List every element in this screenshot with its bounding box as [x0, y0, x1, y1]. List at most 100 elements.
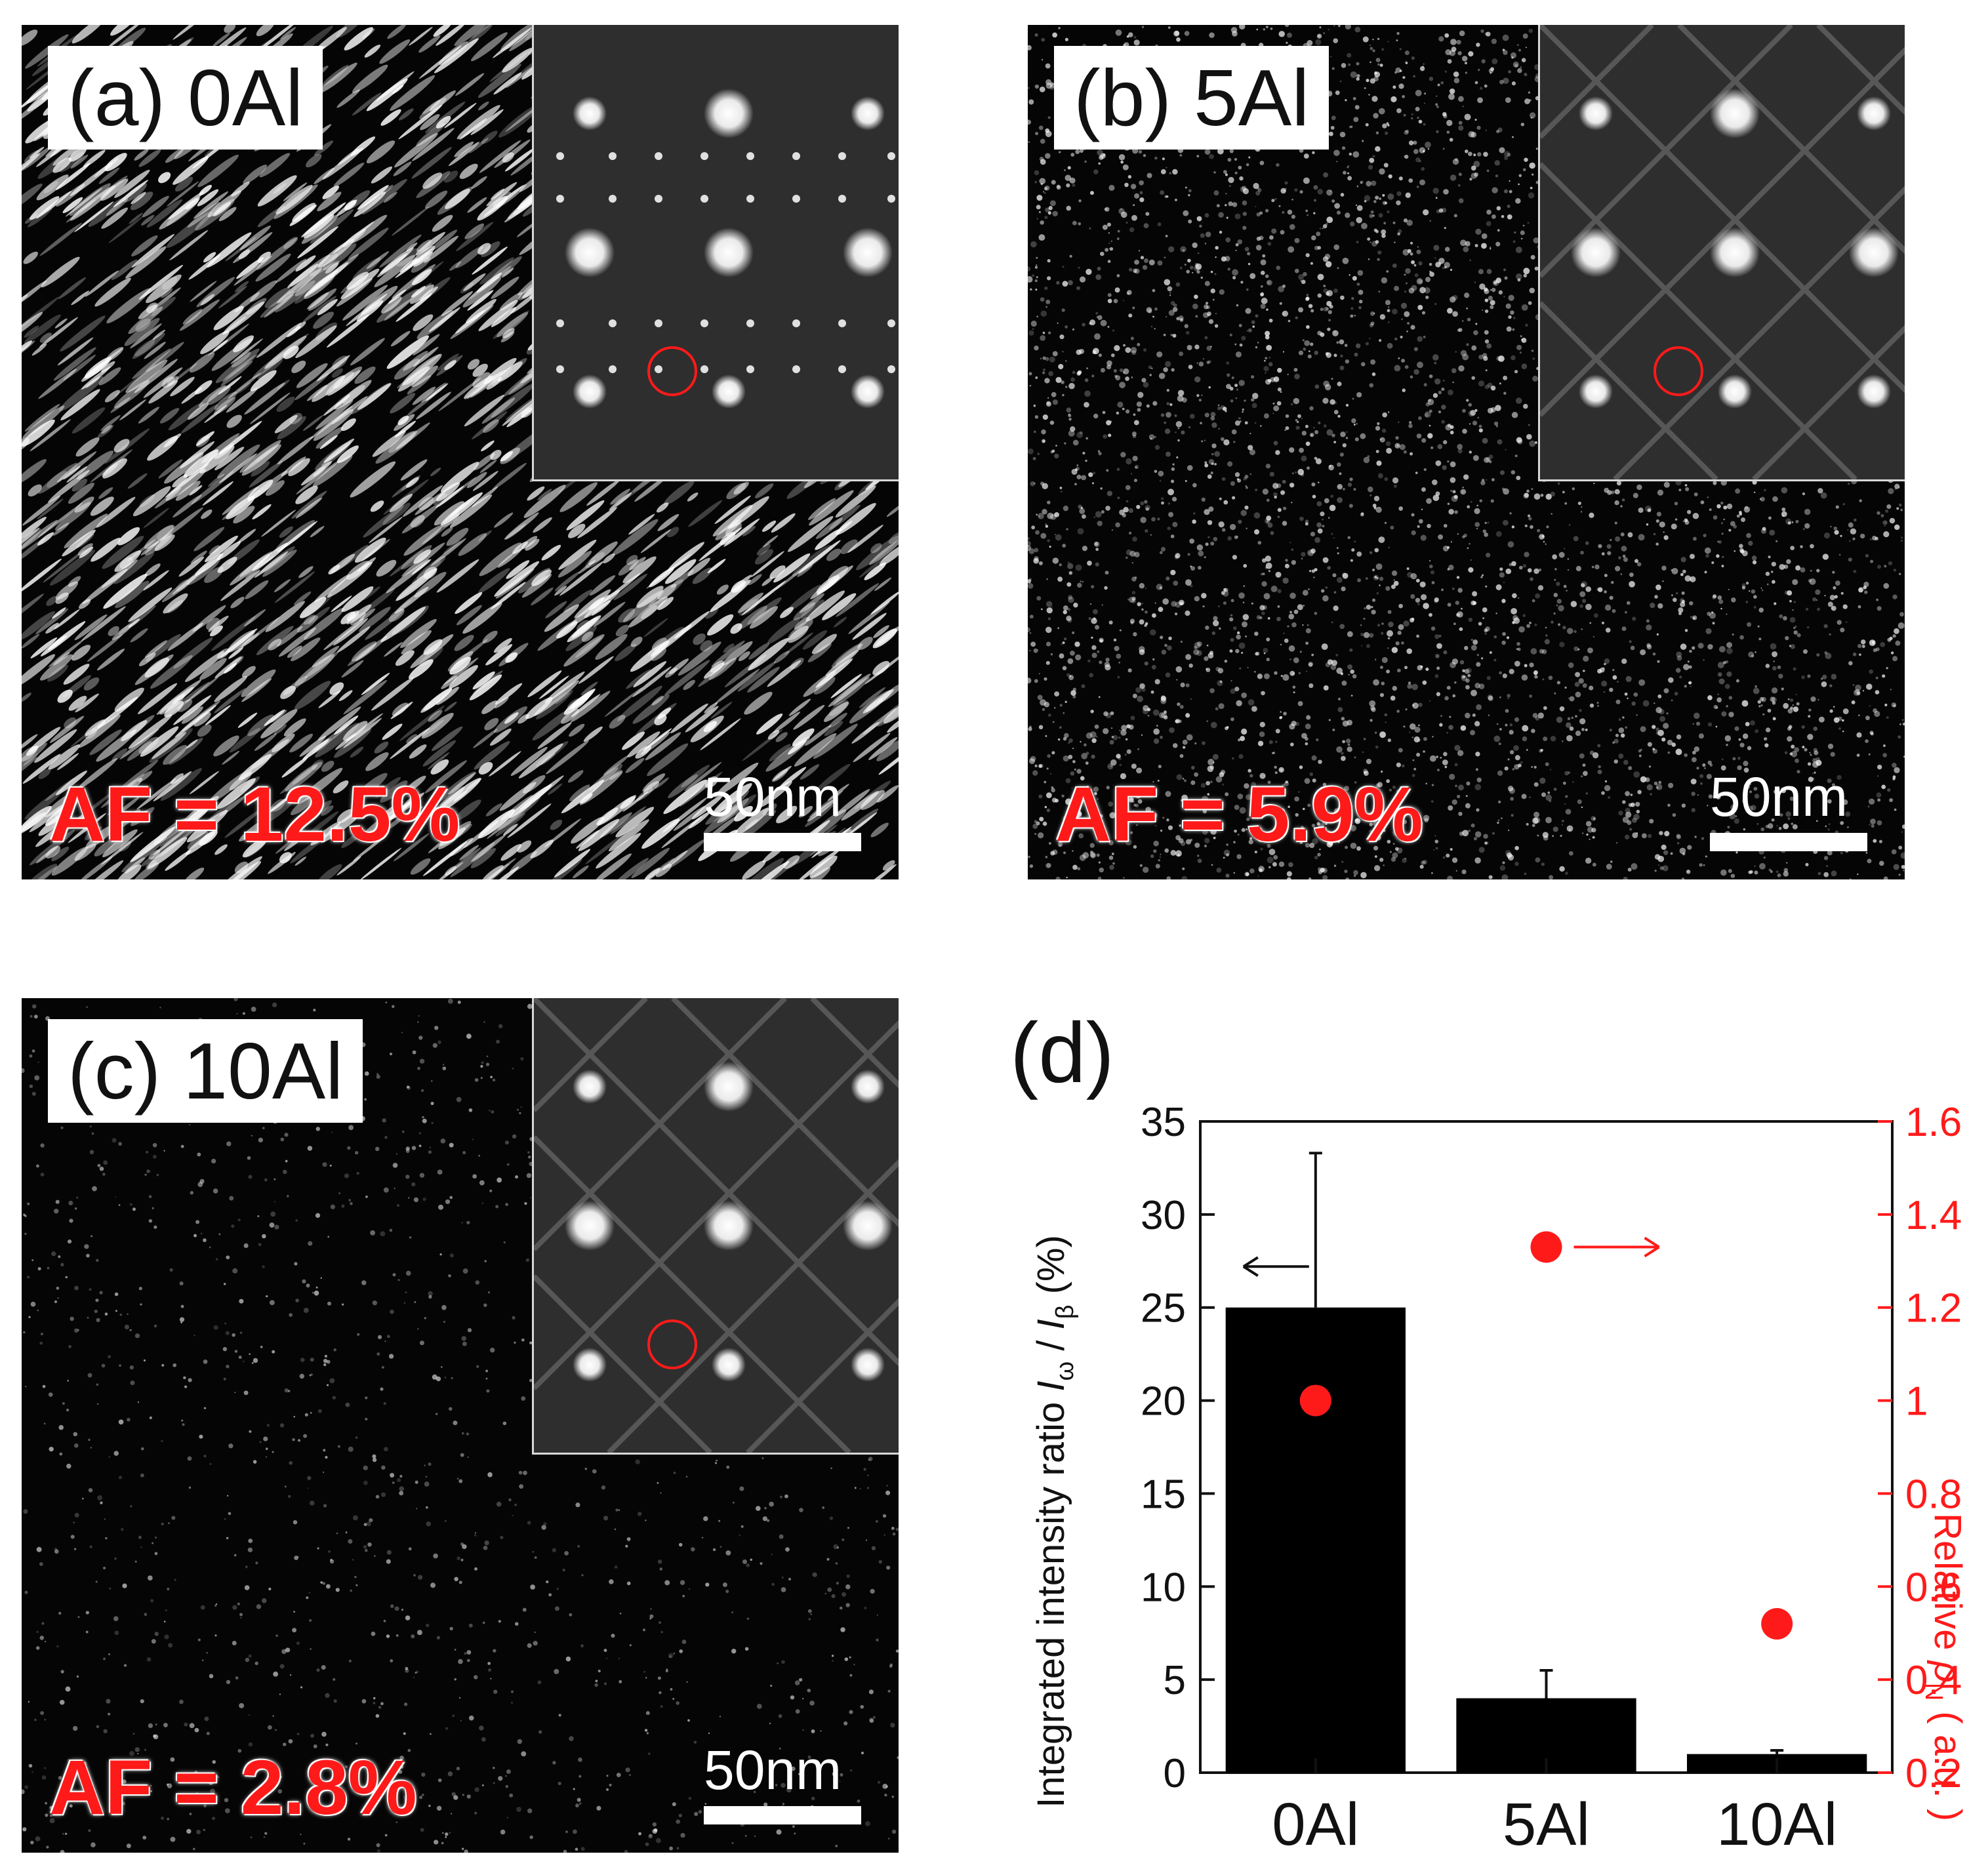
speckle [1585, 541, 1589, 545]
speckle [208, 323, 249, 356]
speckle [1257, 540, 1262, 545]
speckle [1356, 205, 1363, 211]
speckle [138, 653, 156, 666]
speckle [615, 643, 637, 662]
speckle [1118, 154, 1126, 161]
speckle [707, 614, 734, 636]
speckle [1065, 386, 1068, 388]
speckle [711, 640, 745, 667]
speckle [114, 550, 142, 572]
speckle [608, 819, 649, 852]
speckle [1130, 336, 1135, 340]
speckle [493, 637, 512, 653]
speckle [1325, 586, 1328, 589]
speckle [1259, 731, 1265, 737]
speckle [288, 458, 310, 477]
speckle [257, 175, 297, 207]
speckle [1379, 314, 1386, 320]
speckle [756, 714, 783, 735]
speckle [1140, 501, 1145, 506]
speckle [125, 246, 167, 279]
speckle [155, 487, 181, 509]
speckle [321, 805, 334, 816]
speckle [1436, 643, 1442, 649]
speckle [1339, 80, 1342, 83]
speckle [1419, 864, 1424, 869]
speckle [1033, 648, 1038, 653]
speckle [765, 736, 811, 772]
speckle [1752, 560, 1757, 565]
speckle [450, 305, 494, 339]
speckle [1434, 839, 1439, 843]
speckle [1151, 325, 1153, 328]
speckle [859, 555, 887, 578]
speckle [224, 25, 236, 33]
speckle [1035, 289, 1038, 291]
speckle [505, 523, 526, 540]
speckle [256, 322, 302, 358]
speckle [852, 613, 887, 640]
speckle [1726, 647, 1733, 655]
speckle [1764, 489, 1766, 492]
speckle [1212, 620, 1219, 626]
speckle [436, 687, 460, 705]
speckle [1880, 514, 1884, 517]
speckle [355, 773, 388, 799]
speckle [1620, 532, 1625, 536]
omega-spot [792, 195, 800, 203]
speckle [1848, 540, 1851, 542]
speckle [1046, 767, 1049, 770]
speckle [1723, 505, 1728, 510]
speckle [295, 255, 316, 272]
speckle [1322, 525, 1325, 528]
speckle [71, 479, 88, 492]
speckle [361, 672, 390, 695]
speckle [815, 763, 851, 792]
speckle [1528, 28, 1533, 33]
speckle [835, 485, 876, 518]
speckle [1889, 636, 1893, 640]
speckle [1902, 722, 1905, 726]
speckle [1375, 563, 1383, 570]
speckle [1173, 580, 1179, 586]
speckle [104, 390, 120, 403]
speckle [144, 657, 169, 678]
speckle [1244, 421, 1248, 425]
speckle [84, 860, 124, 879]
speckle [1394, 241, 1396, 243]
speckle [506, 560, 530, 579]
speckle [1875, 676, 1878, 679]
speckle [74, 614, 108, 641]
speckle [1655, 519, 1659, 523]
speckle [1156, 351, 1163, 358]
speckle [1507, 204, 1511, 209]
speckle [1402, 76, 1406, 79]
speckle [1816, 653, 1820, 657]
speckle [1598, 544, 1602, 548]
speckle [1528, 192, 1535, 199]
speckle [152, 828, 188, 856]
speckle [403, 525, 443, 556]
speckle [51, 607, 66, 619]
speckle [1255, 489, 1258, 491]
speckle [1305, 628, 1311, 634]
speckle [705, 790, 750, 825]
speckle [824, 721, 843, 736]
speckle [1340, 672, 1344, 675]
speckle [1415, 106, 1420, 111]
speckle [1103, 434, 1108, 439]
speckle [495, 568, 535, 599]
speckle [396, 422, 430, 450]
speckle [268, 794, 293, 813]
speckle [456, 105, 500, 140]
speckle [1618, 811, 1623, 816]
speckle [1423, 815, 1430, 821]
speckle [1329, 504, 1336, 512]
speckle [494, 706, 527, 733]
speckle [742, 860, 766, 879]
speckle [66, 199, 96, 223]
speckle [622, 731, 645, 750]
speckle [1074, 641, 1080, 647]
speckle [37, 498, 64, 519]
speckle [1502, 34, 1509, 41]
